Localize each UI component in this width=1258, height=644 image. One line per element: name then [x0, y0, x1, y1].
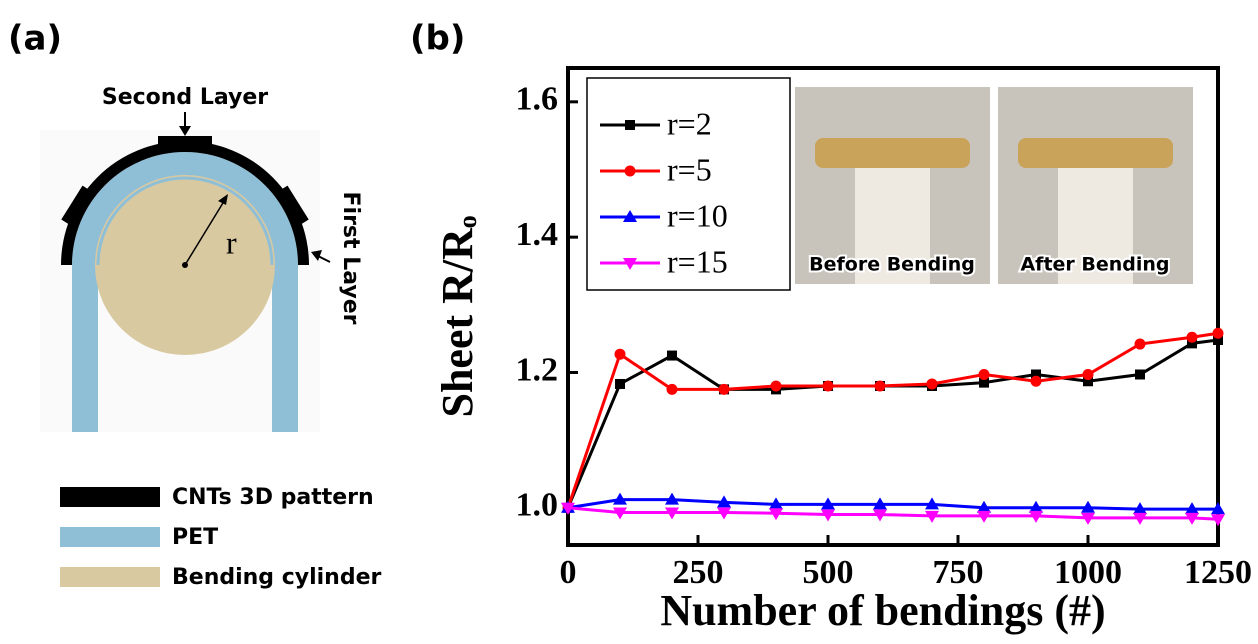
- panel-label: (a): [8, 19, 62, 59]
- marker: [1031, 376, 1042, 387]
- photo-film: [1018, 138, 1173, 168]
- marker: [1187, 332, 1198, 343]
- marker: [927, 378, 938, 389]
- photo-film: [815, 138, 970, 168]
- marker: [615, 379, 625, 389]
- figure: (a) (b) r Second Layer First Layer CNTs …: [0, 0, 1258, 644]
- y-tick-label: 1.6: [516, 81, 559, 118]
- y-tick-label: 1.2: [516, 351, 559, 388]
- legend-text: PET: [172, 525, 218, 550]
- legend-text: CNTs 3D pattern: [172, 485, 374, 510]
- marker: [667, 384, 678, 395]
- marker: [875, 381, 886, 392]
- marker: [1135, 369, 1145, 379]
- inset-label: After Bending: [1020, 254, 1169, 276]
- marker: [719, 384, 730, 395]
- legend-text: r=10: [667, 197, 728, 233]
- legend-swatch: [60, 487, 160, 507]
- legend-text: Bending cylinder: [172, 565, 382, 590]
- y-axis-label: Sheet R/Rₒ: [433, 215, 482, 417]
- inset-label: Before Bending: [809, 254, 975, 276]
- legend-text: r=15: [667, 243, 728, 279]
- legend-marker: [625, 166, 636, 177]
- marker: [1135, 339, 1146, 350]
- marker: [615, 349, 626, 360]
- y-tick-label: 1.0: [516, 487, 559, 524]
- x-tick-label: 0: [560, 554, 577, 591]
- series-line: [568, 340, 1218, 508]
- marker: [667, 351, 677, 361]
- marker: [1083, 369, 1094, 380]
- legend-swatch: [60, 527, 160, 547]
- x-axis-label: Number of bendings (#): [660, 586, 1105, 635]
- second-layer: [158, 136, 212, 150]
- legend-text: r=5: [667, 151, 712, 187]
- marker: [771, 381, 782, 392]
- marker: [979, 369, 990, 380]
- marker: [823, 381, 834, 392]
- annotation: First Layer: [338, 192, 363, 325]
- radius-label: r: [226, 224, 237, 260]
- y-tick-label: 1.4: [516, 216, 559, 253]
- marker: [1213, 328, 1224, 339]
- legend-swatch: [60, 567, 160, 587]
- series-group: [561, 328, 1225, 527]
- annotation: Second Layer: [102, 85, 268, 110]
- legend-marker: [625, 120, 635, 130]
- panel-label: (b): [410, 19, 465, 59]
- x-tick-label: 1250: [1184, 554, 1252, 591]
- legend-text: r=2: [667, 105, 712, 141]
